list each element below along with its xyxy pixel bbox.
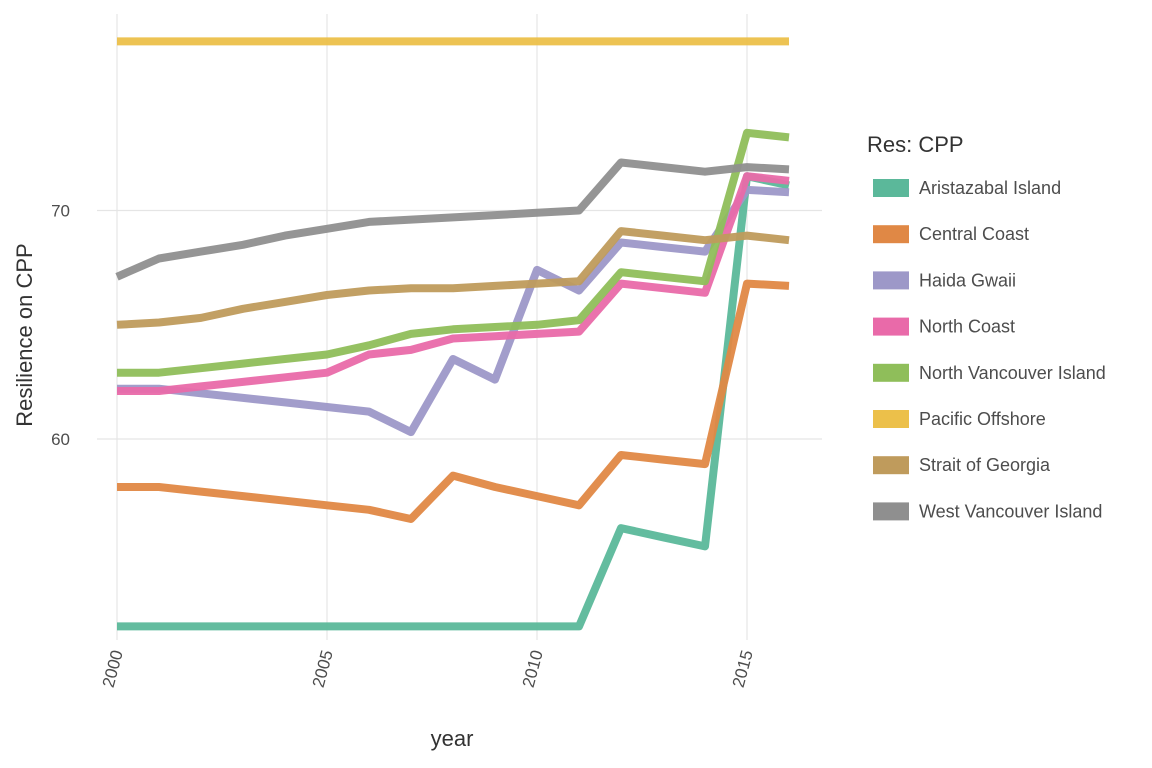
legend-label: West Vancouver Island (919, 501, 1102, 521)
series-line-north-coast (117, 172, 790, 395)
series-lines (115, 37, 790, 631)
legend-items: Aristazabal Island Central Coast Haida Gwa… (873, 178, 1106, 521)
y-axis-ticks: 60 70 (51, 202, 70, 450)
y-tick-label: 60 (51, 430, 70, 449)
legend-item: West Vancouver Island (873, 501, 1102, 521)
legend-swatch (873, 179, 909, 197)
legend-label: Strait of Georgia (919, 455, 1051, 475)
legend-swatch (873, 410, 909, 428)
legend-item: Aristazabal Island (873, 178, 1061, 198)
legend-label: Central Coast (919, 224, 1029, 244)
legend-item: Strait of Georgia (873, 455, 1051, 475)
series-line-aristazabal-island (117, 172, 790, 631)
legend-swatch (873, 363, 909, 382)
legend-label: Aristazabal Island (919, 178, 1061, 198)
x-tick-label: 2005 (309, 648, 337, 689)
legend-item: Haida Gwaii (873, 270, 1016, 290)
legend-item: Pacific Offshore (873, 409, 1046, 429)
series-line-west-vancouver-island (115, 158, 790, 281)
series-line-central-coast (117, 279, 790, 523)
legend-label: North Coast (919, 317, 1015, 337)
x-axis-title: year (431, 726, 474, 751)
legend-swatch (873, 317, 909, 336)
legend-item: North Coast (873, 317, 1015, 337)
legend-title: Res: CPP (867, 132, 964, 157)
y-axis-title: Resilience on CPP (12, 243, 37, 426)
legend-item: North Vancouver Island (873, 363, 1106, 383)
x-axis-ticks: 2000 2005 2010 2015 (99, 648, 757, 689)
legend-swatch (873, 271, 909, 290)
y-tick-label: 70 (51, 202, 70, 221)
x-tick-label: 2000 (99, 648, 127, 689)
legend-label: North Vancouver Island (919, 363, 1106, 383)
legend-swatch (873, 456, 909, 475)
legend: Res: CPP Aristazabal Island Central Coast… (867, 132, 1106, 521)
series-line-haida-gwaii (117, 185, 790, 437)
series-line-strait-of-georgia (116, 227, 790, 329)
legend-swatch (873, 502, 909, 521)
legend-swatch (873, 225, 909, 244)
legend-label: Haida Gwaii (919, 270, 1016, 290)
x-tick-label: 2015 (729, 648, 757, 689)
x-tick-label: 2010 (519, 648, 547, 689)
series-line-north-vancouver-island (117, 128, 790, 377)
legend-label: Pacific Offshore (919, 409, 1046, 429)
legend-item: Central Coast (873, 224, 1029, 244)
